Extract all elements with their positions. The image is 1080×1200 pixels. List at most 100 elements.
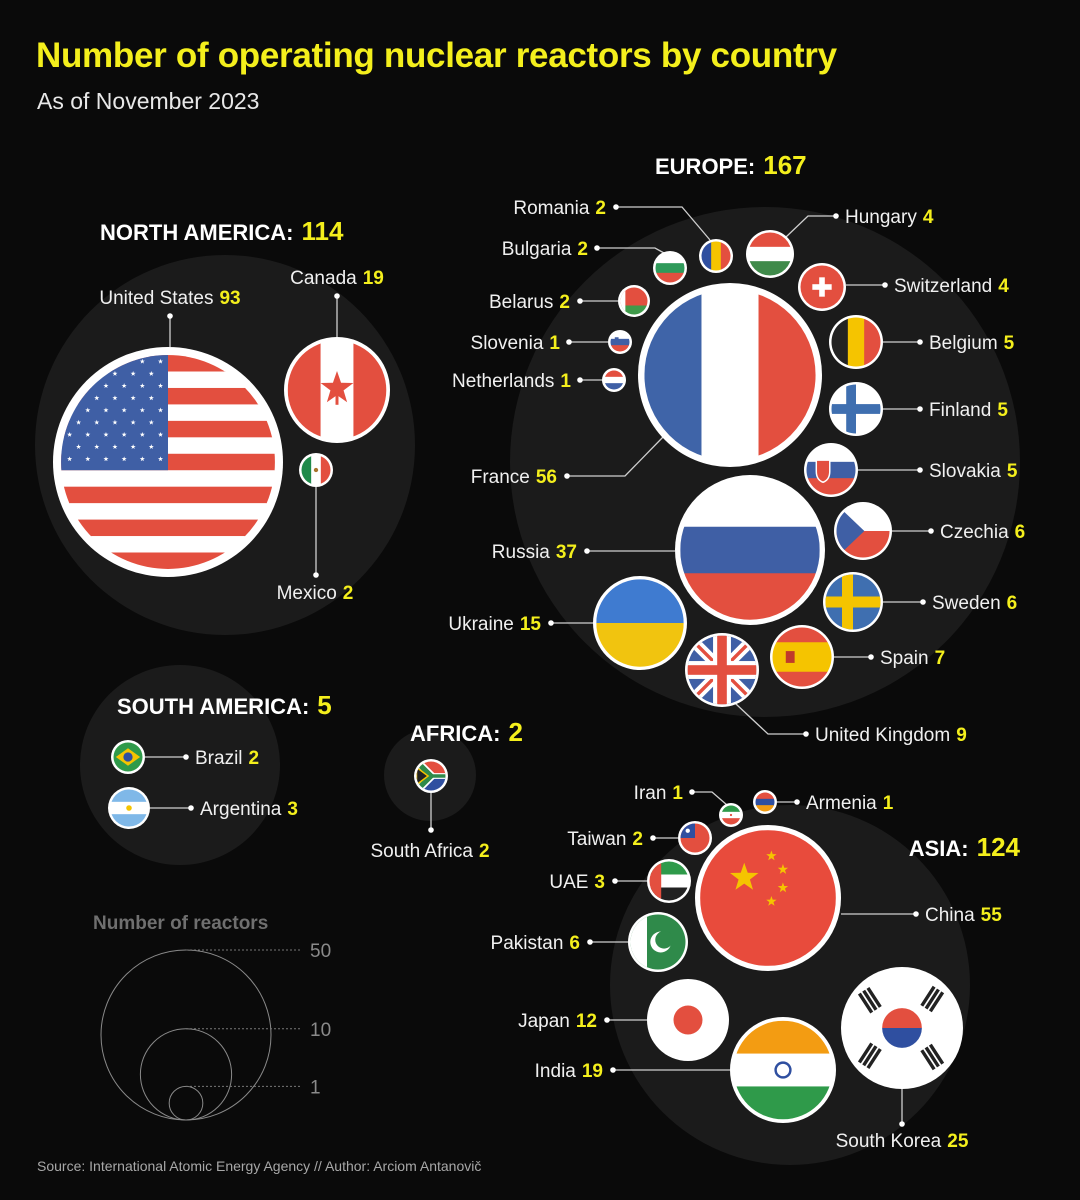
country-label: Switzerland 4 xyxy=(894,276,1009,297)
leader-dot xyxy=(917,339,923,345)
be-flag-icon xyxy=(831,317,881,367)
leader-dot xyxy=(566,339,572,345)
source-note: Source: International Atomic Energy Agen… xyxy=(37,1158,482,1174)
country-bubble-kr: South Korea 25 xyxy=(836,967,969,1152)
si-flag-icon xyxy=(610,332,630,352)
country-bubble-ca: Canada 19 xyxy=(284,268,390,443)
legend-circle xyxy=(100,949,272,1121)
country-name: Slovenia xyxy=(471,333,544,354)
cz-flag-icon xyxy=(836,504,890,558)
country-label: Japan 12 xyxy=(518,1011,597,1032)
country-value: 2 xyxy=(343,583,354,604)
leader-dot xyxy=(794,799,800,805)
se-flag-icon xyxy=(825,574,881,630)
country-name: Romania xyxy=(513,198,589,219)
leader-line xyxy=(597,247,665,254)
country-label: Brazil 2 xyxy=(195,748,259,769)
legend-title: Number of reactors xyxy=(93,913,268,934)
country-name: Mexico xyxy=(277,583,337,604)
country-value: 6 xyxy=(569,933,580,954)
leader-dot xyxy=(612,878,618,884)
leader-dot xyxy=(594,245,600,251)
country-name: Canada xyxy=(290,268,357,289)
country-bubble-ua: Ukraine 15 xyxy=(448,576,687,670)
country-name: Hungary xyxy=(845,207,917,228)
kr-flag-icon xyxy=(845,971,959,1085)
us-flag-icon xyxy=(61,355,275,569)
country-value: 5 xyxy=(1004,333,1015,354)
country-label: Argentina 3 xyxy=(200,799,298,820)
country-label: South Africa 2 xyxy=(370,841,489,862)
region-total: 167 xyxy=(763,150,806,180)
country-label: Canada 19 xyxy=(290,268,384,289)
leader-line xyxy=(567,435,665,477)
country-label: India 19 xyxy=(535,1061,603,1082)
country-name: Iran xyxy=(634,783,667,804)
leader-dot xyxy=(833,213,839,219)
legend-value: 1 xyxy=(310,1077,321,1098)
country-name: Taiwan xyxy=(567,829,626,850)
country-label: UAE 3 xyxy=(549,872,605,893)
leader-dot xyxy=(882,282,888,288)
region-title-eu: EUROPE: 167 xyxy=(655,150,807,180)
country-value: 7 xyxy=(935,648,946,669)
br-flag-icon xyxy=(113,742,143,772)
country-bubble-cz: Czechia 6 xyxy=(834,502,1025,560)
country-name: Brazil xyxy=(195,748,243,769)
ch-flag-icon xyxy=(800,265,844,309)
jp-flag-icon xyxy=(649,981,727,1059)
country-bubble-by: Belarus 2 xyxy=(489,285,650,317)
gb-flag-icon xyxy=(687,635,757,705)
country-label: Slovakia 5 xyxy=(929,461,1018,482)
country-value: 37 xyxy=(556,542,577,563)
country-label: Mexico 2 xyxy=(277,583,354,604)
country-name: Argentina xyxy=(200,799,282,820)
country-value: 25 xyxy=(947,1131,969,1152)
country-name: South Korea xyxy=(836,1131,942,1152)
country-value: 2 xyxy=(559,292,570,313)
fr-flag-icon xyxy=(644,289,816,461)
country-bubble-pk: Pakistan 6 xyxy=(491,912,688,972)
legend-value: 10 xyxy=(310,1020,331,1041)
country-bubble-us: United States 93 xyxy=(53,288,283,577)
leader-line xyxy=(735,703,806,735)
country-name: Russia xyxy=(492,542,551,563)
country-value: 1 xyxy=(560,371,571,392)
leader-dot xyxy=(548,620,554,626)
leader-dot xyxy=(917,467,923,473)
leader-dot xyxy=(587,939,593,945)
country-label: France 56 xyxy=(471,467,557,488)
country-label: Taiwan 2 xyxy=(567,829,643,850)
country-name: India xyxy=(535,1061,577,1082)
region-total: 2 xyxy=(508,717,522,747)
country-bubble-tw: Taiwan 2 xyxy=(567,821,712,855)
country-bubble-ro: Romania 2 xyxy=(513,198,733,273)
leader-dot xyxy=(428,827,434,833)
ua-flag-icon xyxy=(596,579,684,667)
country-value: 3 xyxy=(287,799,298,820)
mx-flag-icon xyxy=(301,455,331,485)
country-name: Belgium xyxy=(929,333,998,354)
ae-flag-icon xyxy=(649,861,689,901)
country-name: Switzerland xyxy=(894,276,992,297)
country-name: Slovakia xyxy=(929,461,1001,482)
country-label: Belgium 5 xyxy=(929,333,1015,354)
country-bubble-br: Brazil 2 xyxy=(111,740,259,774)
country-bubble-ir: Iran 1 xyxy=(634,783,743,827)
country-name: South Africa xyxy=(370,841,473,862)
region-name: ASIA: xyxy=(909,836,969,861)
country-bubble-am: Armenia 1 xyxy=(753,790,894,814)
region-title-na: NORTH AMERICA: 114 xyxy=(100,216,344,246)
country-label: Netherlands 1 xyxy=(452,371,571,392)
country-bubble-cn: China 55 xyxy=(695,825,1002,971)
country-value: 56 xyxy=(536,467,557,488)
leader-dot xyxy=(577,377,583,383)
country-value: 2 xyxy=(632,829,643,850)
country-value: 5 xyxy=(1007,461,1018,482)
country-name: UAE xyxy=(549,872,588,893)
country-value: 5 xyxy=(997,400,1008,421)
region-title-as: ASIA: 124 xyxy=(909,832,1021,862)
country-value: 2 xyxy=(479,841,490,862)
